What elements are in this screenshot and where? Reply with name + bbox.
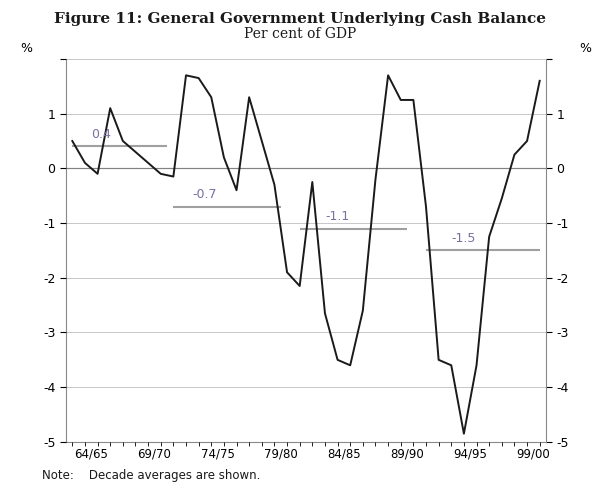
Text: Per cent of GDP: Per cent of GDP: [244, 27, 356, 41]
Text: %: %: [20, 42, 32, 55]
Text: -0.7: -0.7: [193, 188, 217, 201]
Text: %: %: [580, 42, 592, 55]
Text: Figure 11: General Government Underlying Cash Balance: Figure 11: General Government Underlying…: [54, 12, 546, 27]
Text: 0.4: 0.4: [91, 128, 111, 141]
Text: -1.1: -1.1: [325, 210, 349, 223]
Text: -1.5: -1.5: [451, 232, 476, 245]
Text: Note:    Decade averages are shown.: Note: Decade averages are shown.: [42, 469, 260, 482]
